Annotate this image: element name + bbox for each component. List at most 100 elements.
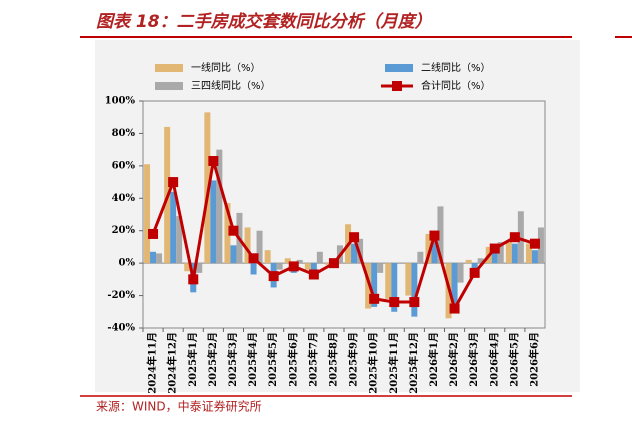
bar [477, 258, 484, 264]
bar [505, 240, 512, 264]
line-marker [228, 225, 239, 236]
bar [264, 250, 271, 264]
bar [537, 227, 544, 264]
bar [296, 259, 303, 264]
line-marker [469, 267, 480, 278]
bar [405, 263, 412, 296]
x-tick-label: 2026年1月 [427, 332, 440, 387]
bar [324, 263, 331, 265]
x-tick-label: 2025年6月 [286, 332, 299, 387]
bar [276, 263, 283, 270]
line-marker [288, 261, 299, 272]
x-tick-label: 2024年12月 [166, 332, 179, 394]
bar [511, 243, 518, 264]
line-marker [148, 228, 159, 239]
line-marker [449, 303, 460, 314]
x-tick-label: 2026年3月 [467, 332, 480, 387]
x-tick-label: 2025年12月 [407, 332, 420, 394]
bar [150, 251, 157, 264]
line-marker [268, 271, 279, 282]
bar [425, 233, 432, 264]
bar [230, 245, 237, 264]
legend-swatch [155, 64, 183, 72]
legend-swatch [392, 81, 402, 91]
line-marker [308, 269, 319, 280]
line-marker [208, 155, 219, 166]
bar [250, 263, 257, 275]
x-tick-label: 2025年11月 [387, 332, 400, 394]
x-tick-label: 2025年9月 [347, 332, 360, 387]
bar [531, 250, 538, 264]
bar [431, 237, 438, 264]
bar [371, 263, 378, 307]
legend-label: 一线同比（%） [191, 61, 261, 74]
bar [411, 263, 418, 317]
bar [216, 149, 223, 264]
x-tick-label: 2025年2月 [206, 332, 219, 387]
bar [184, 263, 191, 272]
bar [517, 211, 524, 264]
y-tick-label: 20% [112, 225, 136, 236]
bar [156, 253, 163, 264]
y-tick-label: -40% [107, 323, 135, 334]
line-marker [248, 253, 259, 264]
x-tick-label: 2025年3月 [226, 332, 239, 387]
line-marker [168, 177, 179, 188]
line-marker [409, 297, 420, 308]
bar [304, 263, 311, 270]
bar [391, 263, 398, 312]
bar [497, 242, 504, 264]
legend-label: 三四线同比（%） [191, 79, 271, 92]
bar [170, 191, 177, 264]
source: 来源：WIND，中泰证券研究所 [96, 399, 262, 414]
y-tick-label: 60% [112, 160, 136, 171]
legend-label: 二线同比（%） [421, 61, 491, 74]
bar [457, 263, 464, 283]
x-tick-label: 2025年4月 [246, 332, 259, 387]
line-marker [509, 232, 520, 243]
x-tick-label: 2025年5月 [266, 332, 279, 387]
line-marker [369, 293, 380, 304]
bar [224, 203, 231, 264]
line-marker [349, 232, 360, 243]
x-tick-label: 2025年1月 [186, 332, 199, 387]
bar [284, 258, 291, 264]
bar [196, 263, 203, 273]
x-tick-label: 2026年2月 [447, 332, 460, 387]
bar [176, 216, 183, 264]
y-tick-label: 100% [105, 96, 136, 107]
line-marker [429, 230, 440, 241]
y-tick-label: 80% [112, 128, 136, 139]
bar [351, 243, 358, 264]
bar [210, 180, 217, 264]
line-marker [188, 274, 199, 285]
y-tick-label: 40% [112, 193, 136, 204]
line [151, 160, 536, 313]
x-tick-label: 2026年4月 [487, 332, 500, 387]
x-tick-label: 2025年7月 [306, 332, 319, 387]
bar [365, 263, 372, 309]
x-tick-label: 2025年10月 [367, 332, 380, 394]
y-tick-label: -20% [107, 290, 135, 301]
legend-swatch [385, 64, 413, 72]
bar [377, 263, 384, 273]
bar [491, 253, 498, 264]
bar [316, 251, 323, 264]
bar [437, 206, 444, 264]
x-tick-label: 2025年8月 [326, 332, 339, 387]
bar [385, 263, 392, 299]
bar [244, 227, 251, 264]
x-tick-label: 2026年6月 [527, 332, 540, 387]
bar [144, 164, 151, 264]
chart-title: 图表 18：二手房成交套数同比分析（月度） [96, 12, 432, 32]
line-marker [529, 238, 540, 249]
line-marker [489, 243, 500, 254]
line-marker [389, 297, 400, 308]
y-tick-label: 0% [119, 258, 136, 269]
bar [451, 263, 458, 312]
line-marker [328, 258, 339, 269]
x-tick-label: 2026年5月 [507, 332, 520, 387]
x-tick-label: 2024年11月 [146, 332, 159, 394]
bar [417, 251, 424, 264]
